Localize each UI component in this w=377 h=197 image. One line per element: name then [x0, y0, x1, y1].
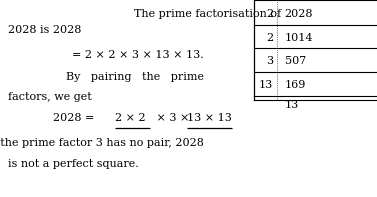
- Text: The prime factorisation of: The prime factorisation of: [134, 9, 281, 19]
- Text: is not a perfect square.: is not a perfect square.: [8, 159, 138, 169]
- Text: 2028: 2028: [285, 9, 313, 19]
- Text: As the prime factor 3 has no pair, 2028: As the prime factor 3 has no pair, 2028: [0, 138, 204, 148]
- Text: 2: 2: [266, 33, 273, 43]
- Text: 13: 13: [259, 80, 273, 90]
- Text: = 2 × 2 × 3 × 13 × 13.: = 2 × 2 × 3 × 13 × 13.: [72, 50, 204, 60]
- Text: 2 × 2: 2 × 2: [115, 113, 146, 123]
- Text: 2028 =: 2028 =: [53, 113, 98, 123]
- Text: By   pairing   the   prime: By pairing the prime: [66, 72, 204, 82]
- Text: × 3 ×: × 3 ×: [153, 113, 193, 123]
- Text: 1014: 1014: [285, 33, 313, 43]
- Text: 13 × 13: 13 × 13: [187, 113, 231, 123]
- Text: 2: 2: [266, 9, 273, 19]
- Text: factors, we get: factors, we get: [8, 92, 91, 102]
- Text: 507: 507: [285, 56, 306, 66]
- Text: 169: 169: [285, 80, 306, 90]
- Text: 3: 3: [266, 56, 273, 66]
- Text: 13: 13: [285, 100, 299, 111]
- Text: 2028 is 2028: 2028 is 2028: [8, 25, 81, 35]
